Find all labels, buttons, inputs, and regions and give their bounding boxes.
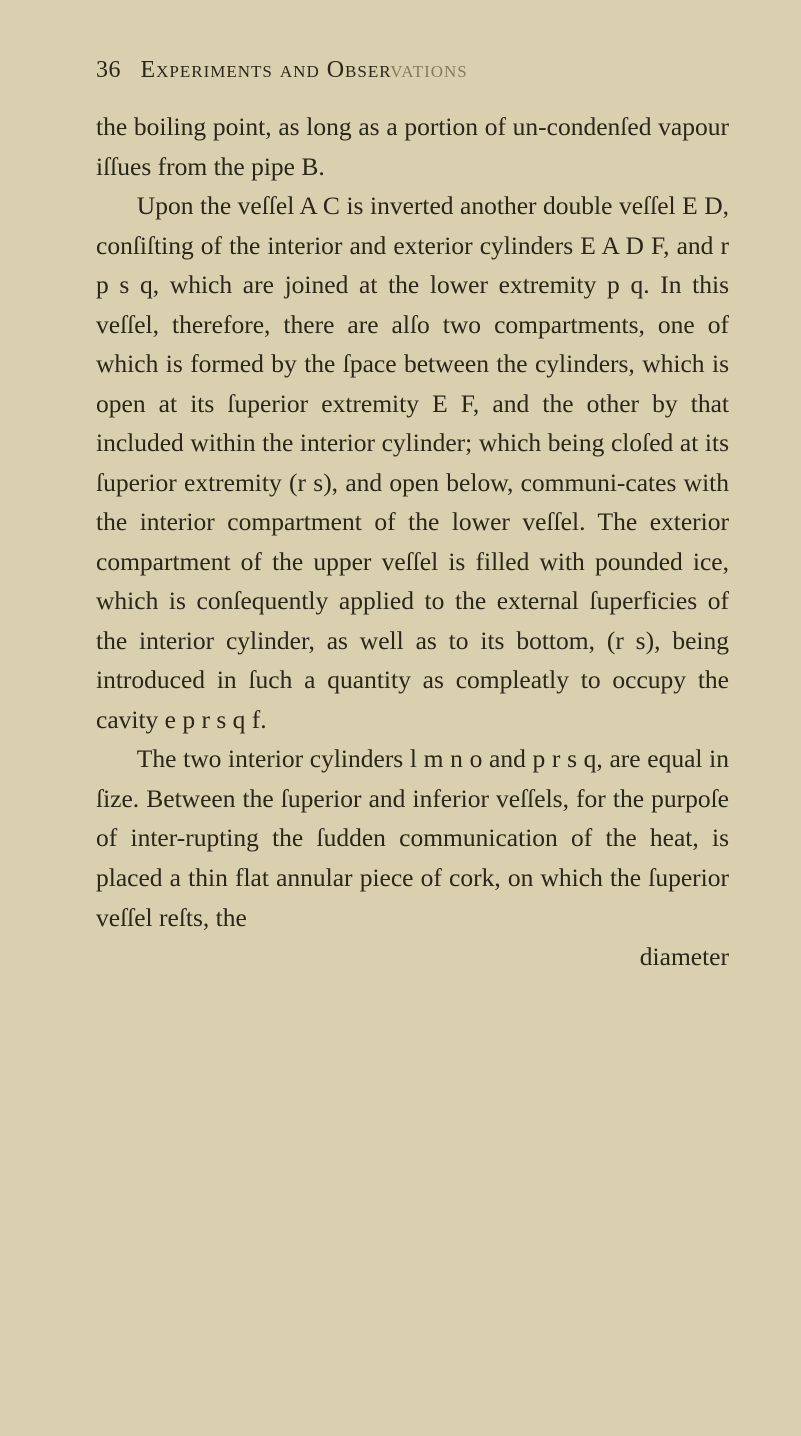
page-header: 36 Experiments and Observations bbox=[96, 52, 729, 89]
paragraph-2: Upon the veſſel A C is inverted another … bbox=[96, 186, 729, 739]
page-number: 36 bbox=[96, 52, 134, 89]
header-title-strong: Experiments and Obser bbox=[141, 57, 391, 83]
header-title-faded: vations bbox=[390, 57, 468, 83]
body-text: the boiling point, as long as a portion … bbox=[96, 107, 729, 976]
trailing-word: diameter bbox=[96, 937, 729, 977]
paragraph-3: The two interior cylinders l m n o and p… bbox=[96, 739, 729, 937]
paragraph-1: the boiling point, as long as a portion … bbox=[96, 107, 729, 186]
document-page: 36 Experiments and Observations the boil… bbox=[0, 0, 801, 1017]
